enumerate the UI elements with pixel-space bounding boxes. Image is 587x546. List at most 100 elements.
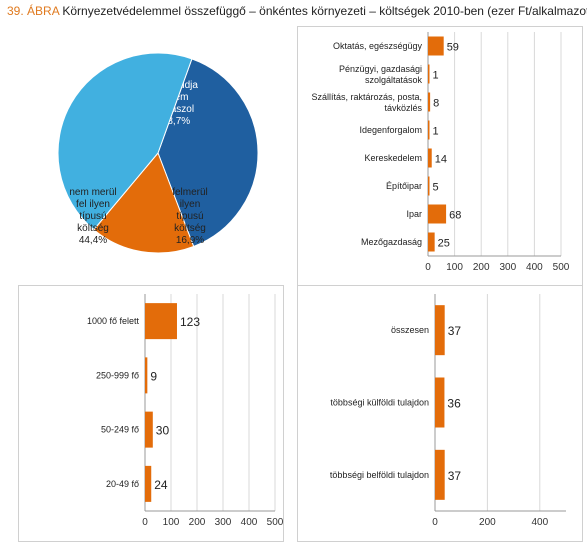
pie-label-line: költség	[174, 223, 206, 234]
category-label-line: 250-999 fő	[96, 370, 139, 380]
category-label-line: többségi külföldi tulajdon	[330, 398, 429, 408]
pie-label-line: ilyen	[180, 199, 201, 210]
bar-value-label: 37	[448, 324, 462, 338]
pie-label-line: fel ilyen	[76, 199, 110, 210]
bar	[435, 305, 445, 356]
pie-label-line: válaszol	[158, 104, 194, 115]
bar	[428, 176, 430, 196]
category-label: 50-249 fő	[101, 425, 139, 435]
pie-label: felmerül ilyen típusú költség 16,9%	[172, 187, 208, 246]
bar-value-label: 68	[449, 210, 461, 222]
bar	[435, 449, 445, 500]
category-label-line: Mezőgazdaság	[361, 237, 422, 247]
pie-label: nem merül fel ilyen típusú költség 44,4%	[69, 187, 116, 246]
figure-title-text: Környezetvédelemmel összefüggő – önkénte…	[62, 4, 587, 18]
x-tick-label: 200	[189, 517, 206, 528]
pie-label-line: felmerül	[172, 187, 208, 198]
bar	[435, 377, 445, 428]
x-tick-label: 100	[446, 262, 463, 273]
category-label: többségi belföldi tulajdon	[330, 470, 429, 480]
x-tick-label: 0	[142, 517, 148, 528]
ownership-chart-box: 0 200 400 37 összesen 36 többségi külföldi tul…	[297, 285, 583, 542]
category-label: 250-999 fő	[96, 370, 139, 380]
category-label: Kereskedelem	[364, 153, 422, 163]
bar-value-label: 25	[438, 238, 450, 250]
bar	[145, 411, 153, 448]
size-bar-chart: 0 100 200 300 400 500 123 1000 fő felett 9 250-99…	[87, 294, 284, 528]
x-tick-label: 500	[267, 517, 283, 528]
x-tick-label: 400	[531, 517, 548, 528]
category-label-line: 20-49 fő	[106, 479, 139, 489]
x-tick-label: 300	[499, 262, 516, 273]
x-tick-label: 200	[479, 517, 496, 528]
x-tick-label: 100	[163, 517, 180, 528]
bar-value-label: 9	[150, 369, 157, 383]
category-label: Szállítás, raktározás, posta, távközlés	[311, 92, 422, 113]
bar-value-label: 30	[156, 424, 170, 438]
bar-value-label: 8	[433, 98, 439, 110]
bar-value-label: 59	[447, 42, 459, 54]
bar-value-label: 1	[433, 70, 439, 82]
pie-label-line: nem merül	[69, 187, 116, 198]
category-label-line: szolgáltatások	[365, 75, 423, 85]
bar-value-label: 1	[433, 126, 439, 138]
sector-chart-box: 0 100 200 300 400 500 59 Oktatás, egészségügy 1 P…	[297, 26, 583, 286]
pie-slice	[157, 58, 259, 248]
category-label-line: 1000 fő felett	[87, 316, 140, 326]
bar-value-label: 36	[447, 397, 461, 411]
x-tick-label: 0	[432, 517, 438, 528]
category-label: Pénzügyi, gazdasági szolgáltatások	[339, 64, 423, 85]
category-label: Építőipar	[386, 181, 422, 191]
bar	[145, 465, 152, 502]
x-tick-label: 0	[425, 262, 431, 273]
pie-value-label: 16,9%	[176, 235, 204, 246]
ownership-bar-chart: 0 200 400 37 összesen 36 többségi külföldi tul…	[330, 294, 566, 528]
category-label: 20-49 fő	[106, 479, 139, 489]
category-label-line: többségi belföldi tulajdon	[330, 470, 429, 480]
x-tick-label: 400	[241, 517, 258, 528]
bar-value-label: 5	[433, 182, 439, 194]
category-label-line: Oktatás, egészségügy	[333, 41, 423, 51]
bar-value-label: 37	[448, 469, 462, 483]
bar	[428, 36, 444, 56]
pie-label-line: típusú	[79, 211, 106, 222]
pie-label-line: költség	[77, 223, 109, 234]
x-tick-label: 400	[526, 262, 543, 273]
figure-number: 39. ÁBRA	[7, 4, 60, 18]
category-label-line: 50-249 fő	[101, 425, 139, 435]
category-label: Ipar	[406, 209, 422, 219]
bar	[145, 303, 177, 340]
bar	[428, 204, 447, 224]
category-label-line: Építőipar	[386, 181, 422, 191]
pie-value-label: 44,4%	[79, 235, 107, 246]
bar	[428, 64, 430, 84]
x-tick-label: 300	[215, 517, 232, 528]
category-label-line: távközlés	[384, 103, 422, 113]
bar	[428, 120, 430, 140]
pie-slice	[57, 52, 193, 231]
bar	[145, 357, 148, 394]
category-label: összesen	[391, 325, 429, 335]
bar	[428, 232, 435, 252]
category-label-line: Idegenforgalom	[359, 125, 422, 135]
category-label-line: Kereskedelem	[364, 153, 422, 163]
category-label-line: Pénzügyi, gazdasági	[339, 64, 422, 74]
category-label: többségi külföldi tulajdon	[330, 398, 429, 408]
category-label: Oktatás, egészségügy	[333, 41, 423, 51]
bar-value-label: 123	[180, 315, 200, 329]
pie-chart: nem tudja/ nemválaszol38,7%felmerülilyen…	[57, 52, 259, 254]
category-label-line: Ipar	[406, 209, 422, 219]
bar	[428, 148, 432, 168]
bar	[428, 92, 431, 112]
category-label-line: Szállítás, raktározás, posta,	[311, 92, 422, 102]
pie-value-label: 38,7%	[162, 116, 190, 127]
category-label-line: összesen	[391, 325, 429, 335]
pie-slice	[93, 152, 195, 254]
pie-label-line: típusú	[176, 211, 203, 222]
size-chart-box: 0 100 200 300 400 500 123 1000 fő felett 9 250-99…	[18, 285, 284, 542]
category-label: 1000 fő felett	[87, 316, 140, 326]
x-tick-label: 500	[553, 262, 570, 273]
bar-value-label: 14	[435, 154, 447, 166]
category-label: Mezőgazdaság	[361, 237, 422, 247]
